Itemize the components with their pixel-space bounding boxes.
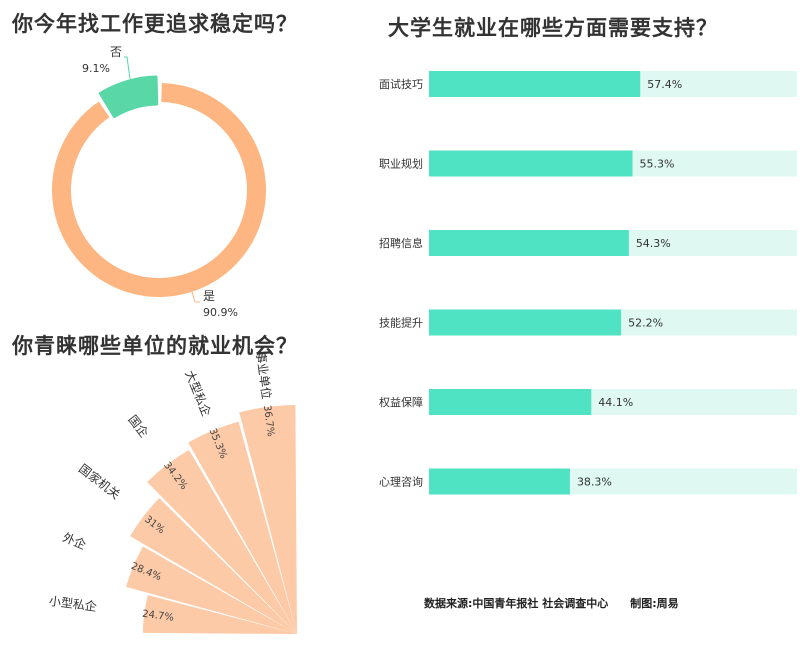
bar-title: 大学生就业在哪些方面需要支持？ (388, 16, 718, 40)
leader-line-yes (189, 284, 200, 303)
polar-title: 你青睐哪些单位的就业机会？ (12, 334, 298, 358)
slice-value-no: 9.1% (82, 62, 110, 75)
bar-value-label: 52.2% (628, 317, 663, 330)
bar-category-label: 面试技巧 (379, 78, 423, 91)
bar (429, 230, 629, 256)
bar-category-label: 心理咨询 (379, 475, 423, 489)
polar-bar (239, 404, 297, 634)
polar-bar (147, 449, 297, 634)
polar-category-label: 大型私企 (182, 368, 214, 418)
bar-value-label: 57.4% (647, 78, 682, 91)
polar-bar (126, 546, 297, 634)
bar-category-label: 职业规划 (379, 157, 423, 171)
slice-label-no: 否 (110, 45, 122, 59)
bar-category-label: 权益保障 (379, 395, 423, 409)
polar-category-label: 国家机关 (76, 461, 123, 502)
donut-slice-yes (51, 83, 267, 297)
bar-value-label: 44.1% (598, 396, 633, 409)
author: 制图:周易 (630, 597, 679, 610)
polar-category-label: 国企 (125, 412, 152, 440)
polar-bar (188, 421, 297, 634)
bar-category-label: 技能提升 (379, 316, 423, 330)
bar (429, 150, 633, 177)
polar-bar (142, 595, 297, 634)
bar (429, 71, 641, 97)
polar-value-label: 36.7% (261, 404, 276, 437)
donut-slice-no (98, 75, 159, 118)
data-source: 数据来源:中国青年报社 社会调查中心 (424, 597, 609, 610)
slice-value-yes: 90.9% (203, 306, 238, 319)
leader-line-no (124, 56, 131, 80)
polar-category-label: 事业单位 (253, 350, 274, 400)
polar-bar (130, 498, 297, 634)
bar (429, 309, 622, 336)
footer: 数据来源:中国青年报社 社会调查中心 制图:周易 (424, 595, 701, 611)
bar (429, 468, 570, 495)
slice-label-yes: 是 (203, 289, 215, 303)
bar-value-label: 38.3% (577, 476, 612, 489)
polar-value-label: 24.7% (142, 609, 175, 624)
donut-title: 你今年找工作更追求稳定吗？ (12, 12, 298, 36)
bar-category-label: 招聘信息 (379, 236, 423, 250)
polar-category-label: 小型私企 (48, 593, 98, 614)
bar (429, 389, 592, 415)
bar-value-label: 54.3% (636, 237, 671, 250)
polar-category-label: 外企 (61, 529, 89, 552)
bar-value-label: 55.3% (640, 158, 675, 171)
